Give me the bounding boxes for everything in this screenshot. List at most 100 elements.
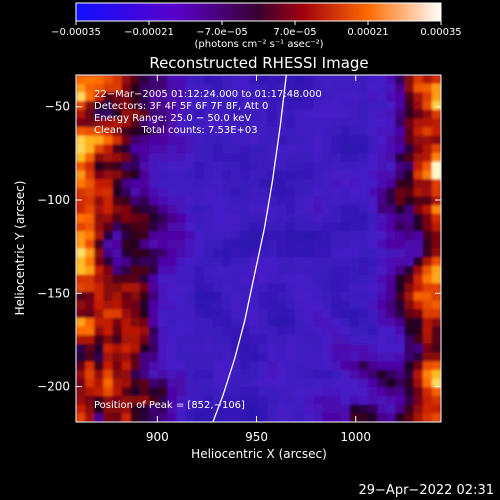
heatmap-cell — [94, 92, 104, 102]
heatmap-cell — [258, 222, 269, 232]
heatmap-cell — [322, 75, 333, 85]
heatmap-cell — [76, 361, 86, 371]
heatmap-cell — [267, 395, 278, 406]
heatmap-cell — [295, 248, 305, 258]
heatmap-cell — [404, 135, 415, 146]
heatmap-cell — [431, 257, 441, 267]
heatmap-cell — [112, 326, 123, 336]
heatmap-cell — [258, 387, 269, 397]
heatmap-cell — [249, 213, 260, 224]
heatmap-cell — [121, 135, 132, 146]
heatmap-cell — [130, 343, 141, 354]
heatmap-cell — [322, 239, 333, 250]
heatmap-cell — [276, 309, 287, 319]
heatmap-cell — [386, 291, 396, 302]
heatmap-cell — [85, 196, 95, 206]
heatmap-cell — [167, 309, 177, 319]
heatmap-cell — [176, 317, 187, 328]
heatmap-cell — [203, 283, 214, 293]
heatmap-cell — [368, 109, 378, 119]
heatmap-cell — [176, 144, 187, 154]
heatmap-cell — [386, 75, 396, 85]
heatmap-cell — [404, 75, 415, 85]
heatmap-cell — [103, 239, 114, 250]
heatmap-cell — [404, 335, 415, 345]
heatmap-cell — [167, 109, 177, 119]
heatmap-cell — [322, 291, 333, 302]
heatmap-cell — [76, 257, 86, 267]
heatmap-cell — [413, 378, 424, 388]
heatmap-cell — [231, 118, 241, 128]
heatmap-cell — [139, 352, 150, 362]
heatmap-cell — [212, 161, 223, 172]
heatmap-cell — [377, 317, 387, 328]
heatmap-cell — [413, 265, 424, 276]
heatmap-cell — [377, 309, 387, 319]
heatmap-cell — [413, 109, 424, 119]
heatmap-cell — [413, 404, 424, 414]
heatmap-cell — [267, 378, 278, 388]
heatmap-cell — [149, 352, 159, 362]
heatmap-cell — [103, 170, 114, 180]
heatmap-cell — [331, 361, 342, 371]
heatmap-cell — [249, 274, 260, 284]
heatmap-cell — [413, 300, 424, 310]
heatmap-cell — [267, 127, 278, 137]
heatmap-cell — [395, 83, 406, 93]
heatmap-cell — [295, 170, 305, 180]
heatmap-cell — [231, 413, 241, 422]
heatmap-cell — [139, 361, 150, 371]
heatmap-cell — [377, 196, 387, 206]
heatmap-cell — [276, 118, 287, 128]
heatmap-cell — [431, 369, 441, 380]
heatmap-cell — [94, 413, 104, 422]
heatmap-cell — [267, 352, 278, 362]
heatmap-cell — [176, 135, 187, 146]
heatmap-cell — [377, 248, 387, 258]
heatmap-cell — [422, 352, 433, 362]
heatmap-cell — [249, 343, 260, 354]
heatmap-cell — [404, 231, 415, 241]
heatmap-cell — [313, 257, 323, 267]
heatmap-cell — [149, 170, 159, 180]
heatmap-cell — [413, 395, 424, 406]
heatmap-cell — [340, 127, 351, 137]
heatmap-cell — [276, 144, 287, 154]
heatmap-cell — [112, 283, 123, 293]
heatmap-cell — [431, 274, 441, 284]
heatmap-cell — [422, 309, 433, 319]
heatmap-cell — [276, 205, 287, 215]
heatmap-cell — [377, 413, 387, 422]
heatmap-cell — [240, 135, 250, 146]
heatmap-cell — [413, 239, 424, 250]
heatmap-cell — [313, 283, 323, 293]
heatmap-cell — [176, 257, 187, 267]
heatmap-cell — [185, 378, 196, 388]
heatmap-cell — [285, 109, 296, 119]
heatmap-cell — [358, 291, 369, 302]
heatmap-cell — [313, 239, 323, 250]
heatmap-cell — [249, 92, 260, 102]
heatmap-cell — [203, 265, 214, 276]
heatmap-cell — [176, 248, 187, 258]
heatmap-cell — [76, 395, 86, 406]
heatmap-cell — [340, 352, 351, 362]
heatmap-cell — [167, 179, 177, 189]
heatmap-cell — [431, 326, 441, 336]
heatmap-cell — [167, 92, 177, 102]
heatmap-cell — [413, 343, 424, 354]
heatmap-cell — [231, 248, 241, 258]
heatmap-cell — [358, 283, 369, 293]
heatmap-cell — [331, 335, 342, 345]
heatmap-cell — [194, 161, 205, 172]
heatmap-cell — [212, 361, 223, 371]
heatmap-cell — [167, 274, 177, 284]
heatmap-cell — [368, 265, 378, 276]
heatmap-cell — [267, 83, 278, 93]
heatmap-cell — [258, 83, 269, 93]
heatmap-cell — [194, 135, 205, 146]
heatmap-cell — [322, 395, 333, 406]
heatmap-cell — [112, 352, 123, 362]
heatmap-cell — [167, 291, 177, 302]
heatmap-cell — [103, 161, 114, 172]
